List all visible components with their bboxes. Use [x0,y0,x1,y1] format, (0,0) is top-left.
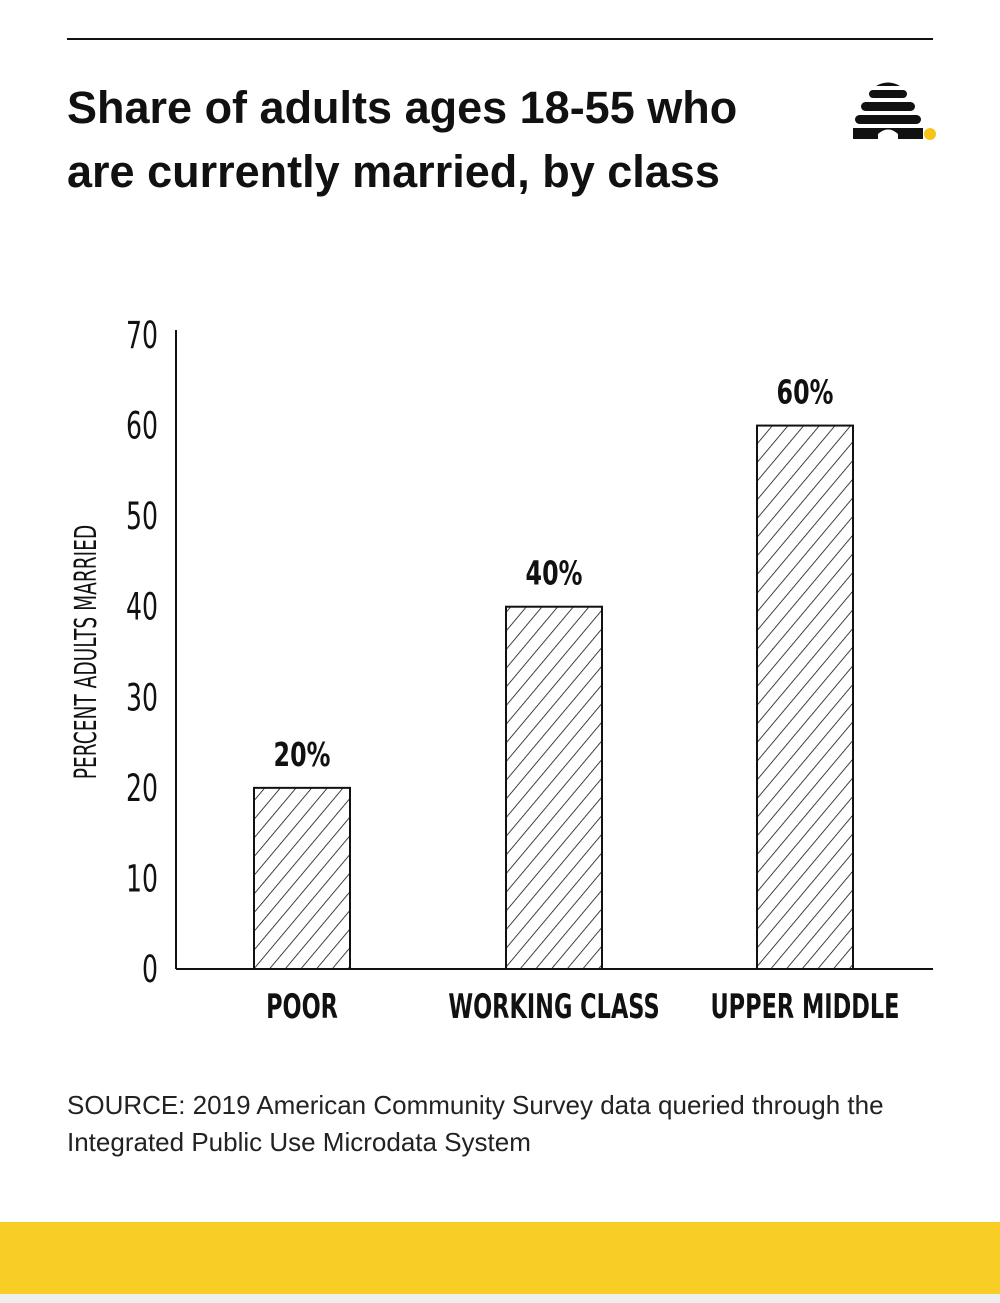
bar [253,786,351,970]
data-label: 40% [526,554,583,593]
source-note: SOURCE: 2019 American Community Survey d… [67,1090,884,1157]
bottom-accent-band [0,1222,1000,1294]
bottom-edge [0,1294,1000,1303]
y-axis-title: PERCENT ADULTS MARRIED [68,525,103,779]
y-tick-label: 70 [126,315,158,357]
bar [505,605,603,970]
x-category-label: POOR [266,986,338,1026]
data-label: 20% [274,735,331,774]
logo-dot [924,128,936,140]
y-tick-label: 60 [126,406,158,448]
x-category-label: UPPER MIDDLE [710,986,899,1026]
bar [756,424,854,971]
bar-chart: 0 10 20 30 40 50 60 70 PERCENT ADULTS MARRIED 20%… [68,315,933,1026]
y-tick-label: 30 [126,678,158,720]
logo-hive [853,82,923,139]
data-label: 60% [777,373,834,412]
y-tick-label: 10 [126,859,158,901]
y-tick-label: 0 [142,949,158,991]
y-tick-label: 40 [126,587,158,629]
y-tick-label: 50 [126,496,158,538]
top-rule [67,38,933,40]
chart-title: Share of adults ages 18-55 who are curre… [67,82,738,197]
y-tick-label: 20 [126,768,158,810]
x-category-label: WORKING CLASS [448,986,659,1026]
beehive-icon [853,82,936,140]
